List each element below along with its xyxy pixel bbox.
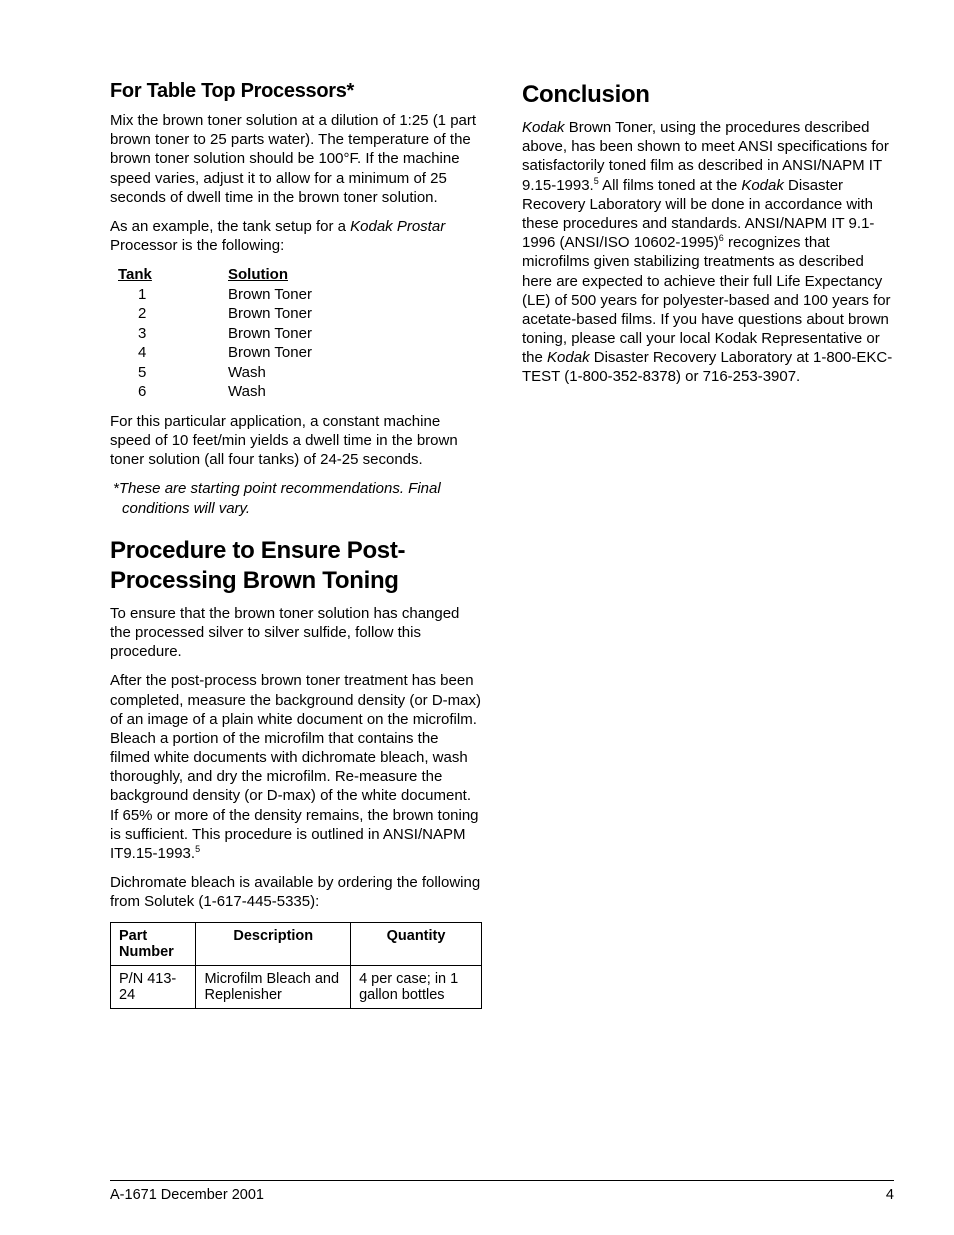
page-footer: A-1671 December 2001 4 bbox=[110, 1180, 894, 1203]
para-particular: For this particular application, a const… bbox=[110, 412, 482, 470]
conc-ital-1: Kodak bbox=[522, 119, 565, 136]
tank-table: Tank Solution 1Brown Toner 2Brown Toner … bbox=[118, 265, 482, 402]
conc-ital-2: Kodak bbox=[741, 177, 784, 194]
para-ensure: To ensure that the brown toner solution … bbox=[110, 604, 482, 662]
tank-cell: 5 bbox=[118, 363, 228, 383]
para-mix: Mix the brown toner solution at a diluti… bbox=[110, 111, 482, 207]
conc-text-6: recognizes that microfilms given stabili… bbox=[522, 234, 891, 366]
para-star-note: *These are starting point recommendation… bbox=[110, 479, 482, 517]
tank-header-tank: Tank bbox=[118, 265, 228, 285]
tank-cell: 3 bbox=[118, 324, 228, 344]
tank-row: 5Wash bbox=[118, 363, 482, 383]
para-example-ital: Kodak Prostar bbox=[350, 218, 445, 235]
conc-ital-3: Kodak bbox=[547, 349, 590, 366]
footer-page-number: 4 bbox=[886, 1187, 894, 1203]
footer-left: A-1671 December 2001 bbox=[110, 1187, 264, 1203]
tank-row: 1Brown Toner bbox=[118, 285, 482, 305]
conc-text-3: All films toned at the bbox=[599, 177, 742, 194]
tank-cell: 6 bbox=[118, 382, 228, 402]
para-example-pre: As an example, the tank setup for a bbox=[110, 218, 350, 235]
tank-cell: Brown Toner bbox=[228, 285, 312, 305]
para-after: After the post-process brown toner treat… bbox=[110, 671, 482, 863]
parts-row: P/N 413-24 Microfilm Bleach and Replenis… bbox=[111, 965, 482, 1008]
parts-table: Part Number Description Quantity P/N 413… bbox=[110, 922, 482, 1009]
heading-conclusion: Conclusion bbox=[522, 80, 894, 110]
tank-row: 6Wash bbox=[118, 382, 482, 402]
tank-cell: Wash bbox=[228, 382, 266, 402]
parts-header: Part Number bbox=[111, 922, 196, 965]
tank-cell: Brown Toner bbox=[228, 304, 312, 324]
tank-cell: Brown Toner bbox=[228, 324, 312, 344]
right-column: Conclusion Kodak Brown Toner, using the … bbox=[522, 80, 894, 1009]
left-column: For Table Top Processors* Mix the brown … bbox=[110, 80, 482, 1009]
para-after-text: After the post-process brown toner treat… bbox=[110, 672, 481, 862]
tank-cell: Wash bbox=[228, 363, 266, 383]
para-example: As an example, the tank setup for a Koda… bbox=[110, 217, 482, 255]
para-after-sup: 5 bbox=[195, 844, 200, 854]
para-example-post: Processor is the following: bbox=[110, 237, 284, 254]
tank-row: 4Brown Toner bbox=[118, 343, 482, 363]
two-column-layout: For Table Top Processors* Mix the brown … bbox=[110, 80, 894, 1009]
parts-cell: Microfilm Bleach and Replenisher bbox=[196, 965, 351, 1008]
tank-cell: 4 bbox=[118, 343, 228, 363]
heading-procedure: Procedure to Ensure Post-Processing Brow… bbox=[110, 536, 482, 596]
parts-header-row: Part Number Description Quantity bbox=[111, 922, 482, 965]
parts-header: Description bbox=[196, 922, 351, 965]
parts-cell: P/N 413-24 bbox=[111, 965, 196, 1008]
tank-header-solution: Solution bbox=[228, 265, 288, 285]
tank-header-row: Tank Solution bbox=[118, 265, 482, 285]
tank-row: 2Brown Toner bbox=[118, 304, 482, 324]
parts-cell: 4 per case; in 1 gallon bottles bbox=[351, 965, 482, 1008]
para-conclusion: Kodak Brown Toner, using the procedures … bbox=[522, 118, 894, 387]
tank-cell: Brown Toner bbox=[228, 343, 312, 363]
para-dichromate: Dichromate bleach is available by orderi… bbox=[110, 873, 482, 911]
tank-cell: 1 bbox=[118, 285, 228, 305]
tank-cell: 2 bbox=[118, 304, 228, 324]
footer-line: A-1671 December 2001 4 bbox=[110, 1180, 894, 1203]
tank-row: 3Brown Toner bbox=[118, 324, 482, 344]
parts-header: Quantity bbox=[351, 922, 482, 965]
heading-tabletop: For Table Top Processors* bbox=[110, 80, 482, 103]
page: For Table Top Processors* Mix the brown … bbox=[0, 0, 954, 1235]
